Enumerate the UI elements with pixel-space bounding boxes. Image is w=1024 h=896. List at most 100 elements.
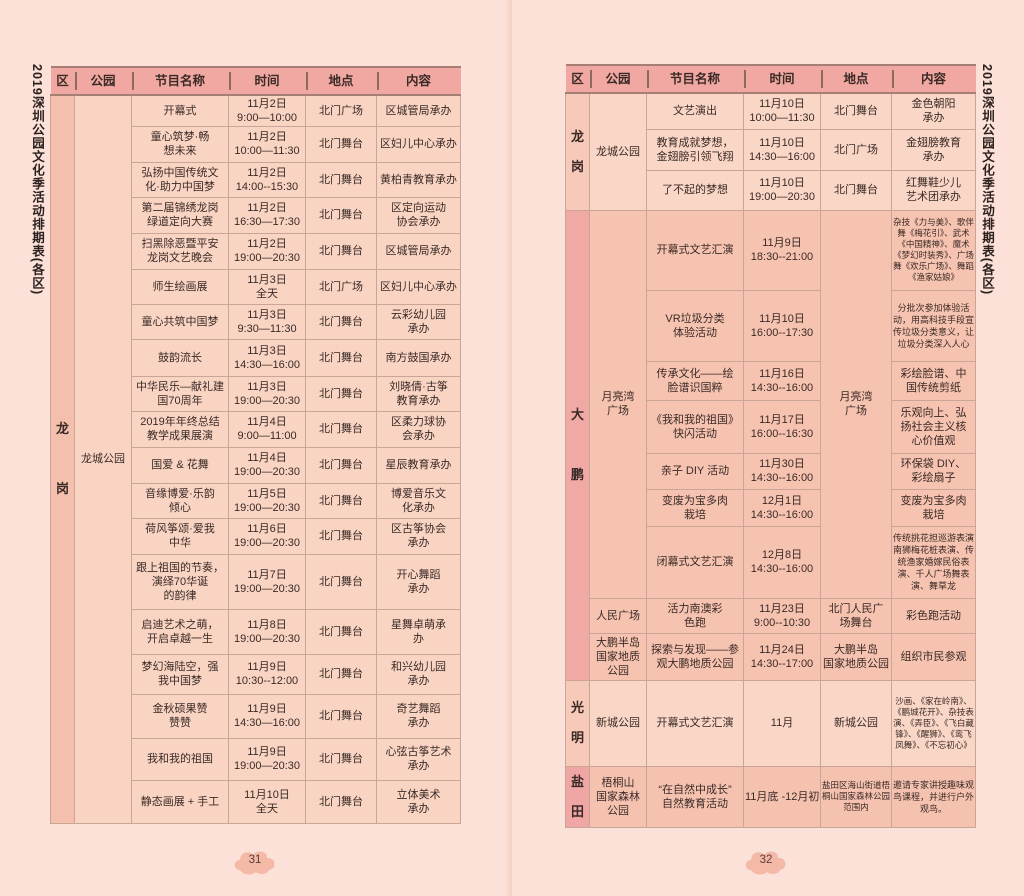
table-row: 跟上祖国的节奏， 演绎70华诞 的韵律 11月7日 19:00—20:30 北门舞台… bbox=[51, 553, 461, 610]
place-cell: 北门舞台 bbox=[305, 693, 377, 739]
place-cell: 北门舞台 bbox=[305, 482, 377, 519]
time-cell: 11月2日 9:00—10:00 bbox=[228, 94, 306, 127]
schedule-table-page-32: 区公园 节目名称 时间 地点 内容龙 岗龙城公园 文艺演出 11月10日 10:00—11:… bbox=[565, 64, 976, 828]
time-cell: 11月10日 10:00—11:30 bbox=[743, 92, 821, 130]
place-cell: 大鹏半岛 国家地质公园 bbox=[820, 632, 892, 681]
program-name-cell: 开幕式文艺汇演 bbox=[646, 209, 744, 291]
content-cell: 金色朝阳 承办 bbox=[891, 92, 976, 130]
place-cell: 北门舞台 bbox=[305, 737, 377, 781]
program-name-cell: 活力南澳彩 色跑 bbox=[646, 597, 744, 634]
content-cell: 环保袋 DIY、 彩绘扇子 bbox=[891, 452, 976, 490]
table-row: 师生绘画展 11月3日 全天 北门广场 区妇儿中心承办 bbox=[51, 268, 461, 305]
cloud-icon bbox=[234, 851, 275, 875]
place-cell: 北门舞台 bbox=[820, 169, 892, 211]
program-name-cell: 鼓韵流长 bbox=[131, 338, 229, 377]
park-cell: 梧桐山 国家森林 公园 bbox=[589, 765, 647, 828]
header-place: 地点 bbox=[305, 66, 377, 96]
time-cell: 11月7日 19:00—20:30 bbox=[228, 553, 306, 610]
table-row: 大鹏半岛 国家地质 公园 探索与发现——参 观大鹏地质公园 11月24日 14:30… bbox=[566, 632, 976, 681]
program-name-cell: 音缘博爱·乐韵 倾心 bbox=[131, 482, 229, 519]
side-title-right: 2019深圳公园文化季活动排期表(各区) bbox=[980, 64, 994, 296]
place-cell: 北门舞台 bbox=[305, 446, 377, 484]
header-row: 区公园 节目名称 时间 地点 内容 bbox=[50, 66, 461, 96]
program-name-cell: 探索与发现——参 观大鹏地质公园 bbox=[646, 632, 744, 681]
header-time: 时间 bbox=[228, 66, 306, 96]
program-name-cell: 《我和我的祖国》 快闪活动 bbox=[646, 399, 744, 454]
table-row: 弘扬中国传统文 化·助力中国梦 11月2日 14:00--15:30 北门舞台 黄柏青… bbox=[51, 161, 461, 198]
program-name-cell: 开幕式文艺汇演 bbox=[646, 679, 744, 767]
content-cell: 云彩幼儿园 承办 bbox=[376, 303, 461, 340]
table-row: 龙 岗龙城公园 文艺演出 11月10日 10:00—11:30 北门舞台 金色朝阳 承办 bbox=[565, 92, 976, 211]
table-row: 鼓韵流长 11月3日 14:30—16:00 北门舞台 南方鼓国承办 bbox=[51, 338, 461, 377]
district-cell: 光 明 bbox=[565, 679, 590, 767]
program-name-cell: 教育成就梦想， 金翅膀引领飞翔 bbox=[646, 128, 744, 171]
time-cell: 11月2日 16:30—17:30 bbox=[228, 196, 306, 234]
time-cell: 11月3日 19:00—20:30 bbox=[228, 375, 306, 412]
place-cell: 北门人民广 场舞台 bbox=[820, 597, 892, 634]
place-cell: 北门广场 bbox=[305, 94, 377, 127]
time-cell: 12月1日 14:30--16:00 bbox=[743, 488, 821, 527]
time-cell: 11月3日 14:30—16:00 bbox=[228, 338, 306, 377]
header-program: 节目名称 bbox=[131, 66, 229, 96]
header-district: 区 bbox=[50, 66, 75, 96]
place-cell: 北门舞台 bbox=[820, 92, 892, 130]
program-name-cell: 童心筑梦·畅 想未来 bbox=[131, 125, 229, 163]
content-cell: 区妇儿中心承办 bbox=[376, 268, 461, 305]
content-cell: 彩色跑活动 bbox=[891, 597, 976, 634]
table-row: 音缘博爱·乐韵 倾心 11月5日 19:00—20:30 北门舞台 博爱音乐文 化承办 bbox=[51, 482, 461, 519]
program-name-cell: 扫黑除恶暨平安 龙岗文艺晚会 bbox=[131, 232, 229, 270]
table-row: 光 明新城公园 开幕式文艺汇演 11月 新城公园 沙画、《家在岭南》、《鹏城花开》、杂技… bbox=[565, 679, 976, 767]
page-number-32: 32 bbox=[743, 848, 789, 876]
place-cell: 北门舞台 bbox=[305, 232, 377, 270]
time-cell: 11月2日 10:00—11:30 bbox=[228, 125, 306, 163]
time-cell: 11月 bbox=[743, 679, 821, 767]
park-cell: 龙城公园 bbox=[589, 92, 647, 211]
park-cell: 月亮湾 广场 bbox=[589, 209, 647, 599]
table-row: 中华民乐—献礼建 国70周年 11月3日 19:00—20:30 北门舞台 刘晓倩·古… bbox=[51, 375, 461, 412]
time-cell: 11月10日 全天 bbox=[228, 779, 306, 824]
header-row: 区公园 节目名称 时间 地点 内容 bbox=[565, 64, 976, 94]
program-name-cell: 师生绘画展 bbox=[131, 268, 229, 305]
content-cell: 黄柏青教育承办 bbox=[376, 161, 461, 198]
place-cell: 北门舞台 bbox=[305, 161, 377, 198]
time-cell: 11月16日 14:30--16:00 bbox=[743, 360, 821, 401]
program-name-cell: 弘扬中国传统文 化·助力中国梦 bbox=[131, 161, 229, 198]
content-cell: 奇艺舞蹈 承办 bbox=[376, 693, 461, 739]
content-cell: 乐观向上、弘 扬社会主义核 心价值观 bbox=[891, 399, 976, 454]
content-cell: 区柔力球协 会承办 bbox=[376, 410, 461, 448]
place-cell: 北门舞台 bbox=[305, 303, 377, 340]
program-name-cell: “在自然中成长” 自然教育活动 bbox=[646, 765, 744, 828]
table-row: 闭幕式文艺汇演 12月8日 14:30--16:00 传统挑花担巡游表演 南狮梅花桩… bbox=[566, 525, 976, 599]
time-cell: 11月6日 19:00—20:30 bbox=[228, 517, 306, 555]
content-cell: 刘晓倩·古筝 教育承办 bbox=[376, 375, 461, 412]
time-cell: 11月9日 19:00—20:30 bbox=[228, 737, 306, 781]
time-cell: 11月4日 19:00—20:30 bbox=[228, 446, 306, 484]
program-name-cell: 金秋硕果赞 赞赞 bbox=[131, 693, 229, 739]
place-cell: 月亮湾 广场 bbox=[820, 209, 892, 599]
header-content: 内容 bbox=[376, 66, 461, 96]
table-row: 了不起的梦想 11月10日 19:00—20:30 北门舞台 红舞鞋少儿 艺术团承办 bbox=[566, 169, 976, 211]
table-row: 变废为宝多肉 栽培 12月1日 14:30--16:00 变废为宝多肉 栽培 bbox=[566, 488, 976, 527]
time-cell: 11月10日 16:00--17:30 bbox=[743, 289, 821, 362]
content-cell: 开心舞蹈 承办 bbox=[376, 553, 461, 610]
time-cell: 11月2日 19:00—20:30 bbox=[228, 232, 306, 270]
content-cell: 红舞鞋少儿 艺术团承办 bbox=[891, 169, 976, 211]
table-row: 第二届锦绣龙岗 绿道定向大赛 11月2日 16:30—17:30 北门舞台 区定向运动… bbox=[51, 196, 461, 234]
program-name-cell: 跟上祖国的节奏， 演绎70华诞 的韵律 bbox=[131, 553, 229, 610]
table-row: 大 鹏月亮湾 广场 开幕式文艺汇演 11月9日 18:30--21:00 月亮湾 广场… bbox=[565, 209, 976, 681]
time-cell: 11月30日 14:30--16:00 bbox=[743, 452, 821, 490]
program-name-cell: 2019年年终总结 教学成果展演 bbox=[131, 410, 229, 448]
table-row: 启迪艺术之萌， 开启卓越一生 11月8日 19:00—20:30 北门舞台 星舞卓萌承… bbox=[51, 608, 461, 655]
place-cell: 北门广场 bbox=[820, 128, 892, 171]
district-cell: 大 鹏 bbox=[565, 209, 590, 681]
content-cell: 邀请专家讲授趣味观鸟课程，并进行户外观鸟。 bbox=[891, 765, 976, 828]
content-cell: 组织市民参观 bbox=[891, 632, 976, 681]
program-name-cell: 童心共筑中国梦 bbox=[131, 303, 229, 340]
place-cell: 北门舞台 bbox=[305, 375, 377, 412]
program-name-cell: 了不起的梦想 bbox=[646, 169, 744, 211]
schedule-table-page-31: 区公园 节目名称 时间 地点 内容龙 岗龙城公园 开幕式 11月2日 9:00—10:00 北… bbox=[50, 66, 461, 824]
side-title-left: 2019深圳公园文化季活动排期表(各区) bbox=[30, 64, 44, 296]
table-row: 人民广场 活力南澳彩 色跑 11月23日 9:00--10:30 北门人民广 场舞台彩… bbox=[566, 597, 976, 634]
time-cell: 11月3日 9:30—11:30 bbox=[228, 303, 306, 340]
content-cell: 区妇儿中心承办 bbox=[376, 125, 461, 163]
